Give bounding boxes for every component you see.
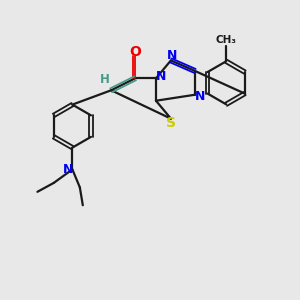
Text: N: N [195, 90, 205, 103]
Text: N: N [63, 163, 73, 176]
Text: N: N [167, 49, 178, 62]
Text: O: O [129, 45, 141, 59]
Text: H: H [100, 73, 110, 86]
Text: N: N [156, 70, 166, 83]
Text: CH₃: CH₃ [216, 35, 237, 45]
Text: S: S [166, 116, 176, 130]
